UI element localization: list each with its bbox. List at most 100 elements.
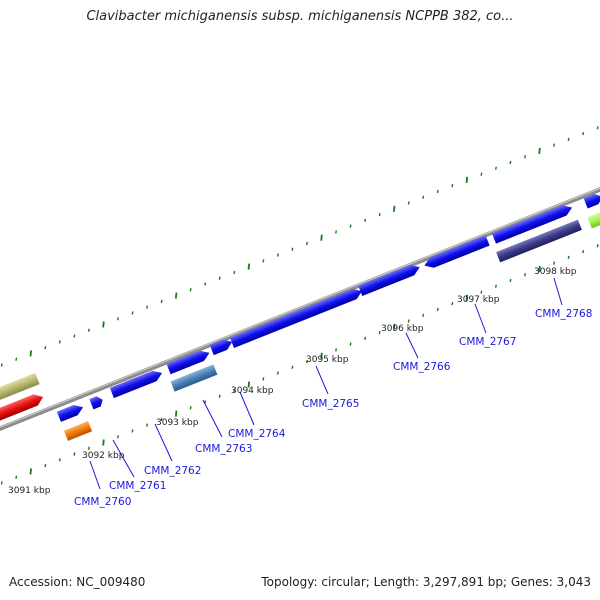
outer-tick xyxy=(233,270,236,275)
gene-label-cmm-2767[interactable]: CMM_2767 xyxy=(459,336,516,348)
outer-tick xyxy=(276,253,279,257)
gene-red[interactable] xyxy=(0,391,45,423)
ruler-label-3098: 3098 kbp xyxy=(534,267,577,277)
outer-tick xyxy=(146,305,149,309)
gene-label-cmm-2768[interactable]: CMM_2768 xyxy=(535,308,592,320)
inner-tick xyxy=(349,342,352,346)
inner-tick xyxy=(58,458,61,462)
inner-tick xyxy=(291,365,294,369)
inner-tick xyxy=(582,249,585,254)
outer-tick xyxy=(480,172,483,176)
label-leader-line xyxy=(154,423,173,462)
outer-tick xyxy=(465,176,469,183)
outer-tick xyxy=(247,263,251,270)
outer-tick xyxy=(509,160,512,165)
outer-tick xyxy=(291,247,294,251)
inner-tick xyxy=(480,290,483,294)
gene-cmm-2762[interactable] xyxy=(109,368,164,399)
ruler-label-3097: 3097 kbp xyxy=(457,295,500,305)
ruler-label-3096: 3096 kbp xyxy=(381,324,424,334)
inner-tick xyxy=(538,265,541,273)
outer-tick xyxy=(131,311,134,315)
inner-tick xyxy=(364,336,367,340)
outer-tick xyxy=(0,363,3,367)
outer-tick xyxy=(320,234,323,241)
inner-tick xyxy=(15,475,18,479)
gene-cmm-2760[interactable] xyxy=(56,402,85,422)
outer-tick xyxy=(102,321,105,328)
gene-label-cmm-2765[interactable]: CMM_2765 xyxy=(302,398,359,410)
outer-tick xyxy=(117,317,119,321)
inner-tick xyxy=(117,435,119,439)
outer-tick xyxy=(160,299,163,303)
inner-tick xyxy=(524,273,527,277)
gene-label-cmm-2764[interactable]: CMM_2764 xyxy=(228,428,286,440)
outer-tick xyxy=(262,259,265,263)
inner-tick xyxy=(29,468,32,475)
outer-tick xyxy=(422,195,425,199)
label-leader-line xyxy=(553,277,563,306)
label-leaders xyxy=(89,277,563,490)
outer-tick xyxy=(204,282,207,286)
outer-tick xyxy=(451,184,454,188)
label-leader-line xyxy=(112,439,135,478)
inner-tick xyxy=(305,359,308,364)
ruler-label-3092: 3092 kbp xyxy=(82,451,125,461)
gene-label-cmm-2762[interactable]: CMM_2762 xyxy=(144,465,201,477)
gene-cmm-2763[interactable] xyxy=(166,348,212,375)
outer-tick xyxy=(407,201,410,205)
gene-label-cmm-2761[interactable]: CMM_2761 xyxy=(109,480,166,492)
gene-khaki[interactable] xyxy=(0,372,40,402)
outer-tick xyxy=(349,224,352,228)
gene-cmm-2768[interactable] xyxy=(491,202,574,244)
outer-tick xyxy=(305,241,308,246)
outer-tick xyxy=(378,212,381,217)
inner-tick xyxy=(465,294,469,301)
outer-tick xyxy=(58,340,61,344)
gene-darkpurple[interactable] xyxy=(496,219,582,263)
inner-tick xyxy=(174,410,178,417)
label-leader-line xyxy=(315,365,329,395)
gene-cmm-2767[interactable] xyxy=(422,235,490,270)
inner-tick xyxy=(378,330,381,335)
outer-tick xyxy=(392,205,396,212)
gene-features xyxy=(0,192,600,441)
label-leader-line xyxy=(405,332,419,359)
gene-orange[interactable] xyxy=(63,421,93,441)
gene-steelblue[interactable] xyxy=(170,364,218,392)
outer-tick xyxy=(538,147,541,155)
gene-cmm-2765[interactable] xyxy=(229,286,364,348)
inner-tick xyxy=(160,417,163,421)
inner-tick xyxy=(422,313,425,317)
accession-text: Accession: NC_009480 xyxy=(9,575,146,589)
label-leader-line xyxy=(474,303,487,334)
inner-tick xyxy=(276,371,279,375)
gene-label-cmm-2766[interactable]: CMM_2766 xyxy=(393,361,451,373)
gene-cmm-2761[interactable] xyxy=(89,395,104,410)
inner-tick xyxy=(131,429,134,433)
gene-label-cmm-2763[interactable]: CMM_2763 xyxy=(195,443,252,455)
gene-lime[interactable] xyxy=(587,211,600,229)
ruler-label-3091: 3091 kbp xyxy=(8,486,51,496)
outer-tick xyxy=(494,166,497,170)
inner-tick xyxy=(553,261,556,265)
outer-tick xyxy=(364,218,367,222)
inner-tick xyxy=(87,446,90,450)
outer-tick xyxy=(73,334,76,338)
outer-tick xyxy=(567,137,570,142)
ruler-label-3093: 3093 kbp xyxy=(156,418,199,428)
gene-partial-right[interactable] xyxy=(583,192,600,209)
gene-label-cmm-2760[interactable]: CMM_2760 xyxy=(74,496,131,508)
gene-cmm-2766[interactable] xyxy=(358,262,422,296)
outer-tick xyxy=(582,131,585,136)
gene-cmm-2764[interactable] xyxy=(209,337,235,356)
inner-tick xyxy=(567,255,570,260)
inner-tick xyxy=(44,464,47,468)
inner-tick xyxy=(233,388,236,393)
outer-tick xyxy=(596,126,599,130)
outer-tick xyxy=(218,276,221,280)
ruler-label-3094: 3094 kbp xyxy=(231,386,274,396)
genome-summary-text: Topology: circular; Length: 3,297,891 bp… xyxy=(261,575,591,589)
ruler-labels: 3091 kbp 3092 kbp 3093 kbp 3094 kbp 3095… xyxy=(8,267,577,496)
